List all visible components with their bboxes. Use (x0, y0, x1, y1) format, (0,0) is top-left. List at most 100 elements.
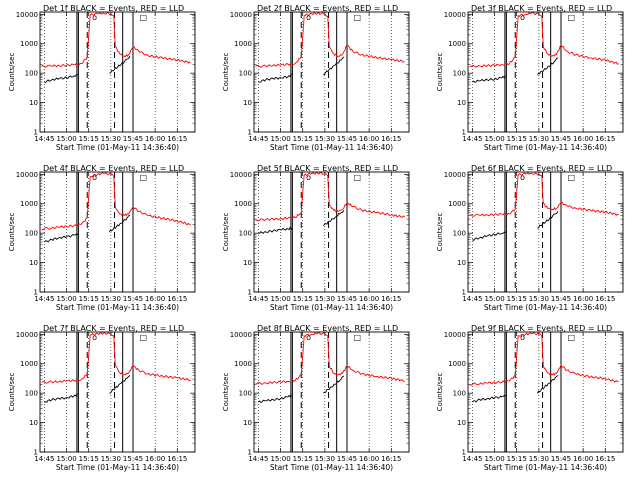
y-tick-label: 10000 (16, 171, 38, 179)
y-tick-label: 100 (453, 70, 466, 78)
y-tick-label: 1 (248, 289, 252, 297)
y-axis-label: Counts/sec (436, 373, 444, 412)
panel-title: Det 6f BLACK = Events, RED = LLD (471, 164, 612, 173)
x-tick-label: 16:00 (359, 135, 379, 143)
y-tick-label: 100 (239, 390, 252, 398)
x-tick-label: 15:00 (56, 135, 76, 143)
lld-series-line (41, 332, 191, 384)
panel-title: Det 8f BLACK = Events, RED = LLD (257, 324, 398, 333)
annotation-square: □ (140, 333, 148, 342)
x-tick-label: 15:15 (507, 455, 527, 463)
plot-frame (467, 11, 624, 133)
panel-title: Det 1f BLACK = Events, RED = LLD (43, 4, 184, 13)
events-series-line (258, 210, 345, 234)
y-tick-label: 10000 (230, 11, 252, 19)
annotation-circle: o (520, 333, 525, 342)
detector-panel-2: Det 2f BLACK = Events, RED = LLD 14:45 15:… (222, 4, 410, 152)
plot-frame (253, 11, 410, 133)
plot-frame (39, 331, 196, 453)
y-tick-label: 100 (453, 230, 466, 238)
x-tick-label: 16:15 (595, 295, 615, 303)
plot-frame (467, 331, 624, 453)
x-tick-label: 15:45 (337, 455, 357, 463)
x-tick-label: 15:15 (507, 135, 527, 143)
x-tick-label: 15:00 (56, 295, 76, 303)
x-tick-label: 15:00 (270, 295, 290, 303)
y-tick-label: 1000 (234, 200, 252, 208)
y-tick-label: 1 (462, 129, 466, 137)
plot-frame (253, 331, 410, 453)
x-tick-label: 14:45 (248, 135, 268, 143)
annotation-circle: o (520, 173, 525, 182)
panel-title: Det 4f BLACK = Events, RED = LLD (43, 164, 184, 173)
x-axis-label: Start Time (01-May-11 14:36:40) (56, 463, 179, 472)
annotation-square: □ (354, 173, 362, 182)
x-tick-label: 14:45 (462, 455, 482, 463)
y-tick-label: 100 (453, 390, 466, 398)
y-tick-label: 10 (243, 419, 252, 427)
events-series-line (472, 211, 559, 241)
annotation-square: □ (140, 173, 148, 182)
x-tick-label: 16:15 (381, 135, 401, 143)
x-tick-label: 15:30 (101, 455, 121, 463)
y-tick-label: 10 (29, 419, 38, 427)
y-tick-label: 1 (34, 449, 38, 457)
events-series-line (44, 55, 131, 84)
x-tick-label: 16:15 (381, 295, 401, 303)
x-tick-label: 15:30 (529, 295, 549, 303)
y-tick-label: 1 (462, 449, 466, 457)
y-tick-label: 1000 (20, 200, 38, 208)
plot-frame (467, 171, 624, 293)
x-axis-label: Start Time (01-May-11 14:36:40) (484, 303, 607, 312)
y-tick-label: 1 (462, 289, 466, 297)
x-tick-label: 15:30 (315, 135, 335, 143)
y-tick-label: 1000 (20, 40, 38, 48)
x-tick-label: 15:00 (270, 455, 290, 463)
plot-frame (253, 171, 410, 293)
x-axis-label: Start Time (01-May-11 14:36:40) (270, 463, 393, 472)
y-tick-label: 1000 (234, 40, 252, 48)
x-tick-label: 16:15 (595, 135, 615, 143)
y-tick-label: 1000 (20, 360, 38, 368)
x-tick-label: 16:00 (573, 135, 593, 143)
x-tick-label: 15:00 (56, 455, 76, 463)
annotation-square: □ (568, 173, 576, 182)
plot-frame (39, 11, 196, 133)
y-tick-label: 100 (239, 70, 252, 78)
x-tick-label: 15:30 (529, 135, 549, 143)
lld-series-line (255, 172, 405, 222)
lld-series-line (469, 332, 619, 386)
x-tick-label: 15:00 (484, 455, 504, 463)
y-tick-label: 10000 (16, 11, 38, 19)
x-tick-label: 16:15 (167, 455, 187, 463)
x-tick-label: 15:15 (507, 295, 527, 303)
x-tick-label: 15:00 (484, 135, 504, 143)
annotation-circle: o (92, 333, 97, 342)
panel-title: Det 2f BLACK = Events, RED = LLD (257, 4, 398, 13)
x-tick-label: 15:45 (123, 295, 143, 303)
x-axis-label: Start Time (01-May-11 14:36:40) (484, 463, 607, 472)
y-tick-label: 100 (25, 70, 38, 78)
y-tick-label: 10 (243, 259, 252, 267)
x-tick-label: 16:00 (573, 455, 593, 463)
x-tick-label: 15:30 (315, 295, 335, 303)
y-tick-label: 1 (248, 449, 252, 457)
lld-series-line (41, 12, 191, 68)
x-tick-label: 15:45 (123, 455, 143, 463)
x-tick-label: 15:30 (101, 135, 121, 143)
annotation-circle: o (306, 13, 311, 22)
y-tick-label: 1 (34, 129, 38, 137)
x-tick-label: 14:45 (248, 455, 268, 463)
x-tick-label: 15:00 (484, 295, 504, 303)
x-tick-label: 14:45 (248, 295, 268, 303)
x-tick-label: 14:45 (34, 455, 54, 463)
events-series-line (258, 375, 345, 403)
x-tick-label: 16:15 (167, 295, 187, 303)
events-series-line (472, 375, 559, 403)
annotation-square: □ (354, 333, 362, 342)
y-tick-label: 1000 (234, 360, 252, 368)
y-tick-label: 10 (457, 99, 466, 107)
